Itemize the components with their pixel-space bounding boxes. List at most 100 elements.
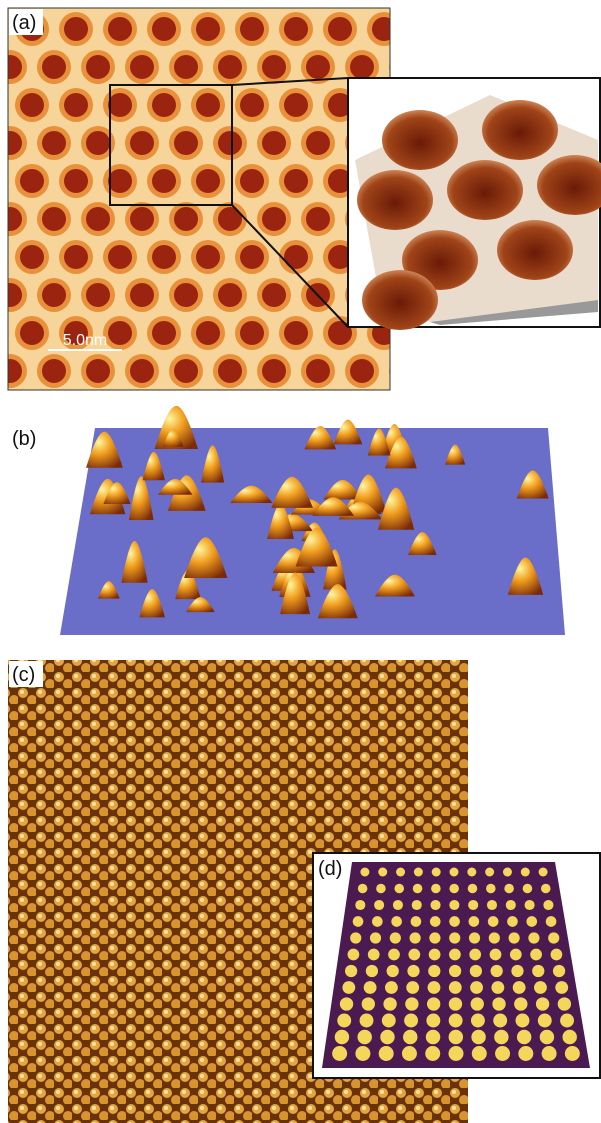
dot [560, 1013, 574, 1028]
dot [512, 981, 526, 994]
panel-label: (c) [12, 664, 35, 686]
panel-label: (d) [318, 858, 342, 880]
dot [449, 916, 460, 927]
dot [401, 1046, 417, 1061]
dot [404, 1013, 419, 1028]
cone [162, 429, 184, 447]
dot [410, 916, 422, 927]
pit [447, 160, 523, 220]
dot [429, 932, 441, 944]
dot [428, 964, 441, 978]
dot [495, 1046, 511, 1061]
cone [445, 444, 466, 465]
cone [385, 436, 417, 469]
dot [344, 964, 358, 978]
dot [448, 1046, 464, 1061]
dot [392, 899, 403, 911]
dot [396, 867, 406, 877]
cone [142, 451, 165, 481]
dot [471, 1029, 486, 1045]
pit [362, 270, 438, 330]
cone [317, 584, 358, 619]
dot [508, 932, 520, 944]
dot [526, 916, 538, 927]
cone [271, 476, 313, 508]
dot [468, 932, 481, 944]
cone [128, 476, 154, 520]
dot [363, 981, 377, 994]
cone [103, 482, 131, 505]
dot [412, 883, 423, 894]
dot [541, 1046, 557, 1061]
dot [342, 981, 356, 994]
cone [367, 428, 391, 456]
dot [391, 916, 402, 927]
dot [487, 916, 499, 927]
cone [377, 487, 415, 530]
cone [507, 557, 544, 595]
dot [406, 981, 420, 994]
dot [467, 883, 478, 894]
dot [431, 883, 441, 894]
dot [426, 997, 441, 1011]
panel-label: (b) [12, 428, 36, 450]
zoom-line [231, 77, 349, 86]
cone [516, 470, 549, 499]
dot [403, 1029, 418, 1045]
dot [449, 948, 461, 961]
cone [295, 527, 338, 567]
cone [86, 431, 123, 468]
dot [365, 964, 379, 978]
dot [413, 867, 423, 877]
dot [488, 932, 500, 944]
pit [482, 100, 558, 160]
dot [470, 981, 483, 994]
panel-a-image [7, 7, 391, 391]
dot [493, 1013, 508, 1028]
dot [504, 883, 514, 894]
dot [339, 997, 354, 1011]
cone [280, 572, 311, 615]
dot [429, 916, 441, 927]
dot [359, 1013, 374, 1028]
dot [369, 932, 382, 944]
dot [357, 883, 368, 894]
dot [550, 948, 563, 961]
inset-side [430, 300, 598, 325]
dot [537, 1013, 552, 1028]
dot [522, 883, 533, 894]
dot [389, 932, 401, 944]
cone [323, 479, 362, 500]
dot [535, 997, 550, 1011]
cone [201, 445, 225, 483]
dot [448, 1029, 464, 1045]
panel-label: (a) [12, 12, 36, 34]
dot [467, 867, 477, 877]
dot [468, 916, 480, 927]
dot [407, 964, 420, 978]
dot [543, 899, 554, 911]
dot [532, 964, 545, 978]
dot [448, 1013, 463, 1028]
dot [381, 1013, 396, 1028]
zoom-box [109, 84, 233, 206]
dot [545, 916, 557, 927]
dot [528, 932, 540, 944]
dot [380, 1029, 395, 1045]
dot [337, 1013, 352, 1028]
dot [449, 883, 459, 894]
dot [449, 867, 459, 877]
dot [372, 916, 383, 927]
dot [347, 948, 360, 961]
dot [394, 883, 405, 894]
dot [490, 964, 503, 978]
dot [428, 948, 441, 961]
dot [430, 899, 441, 911]
cone [375, 574, 415, 597]
inset-d-dots [332, 867, 580, 1061]
dot [449, 932, 461, 944]
dot [334, 1029, 350, 1045]
cone [272, 547, 316, 573]
cone [158, 478, 193, 495]
